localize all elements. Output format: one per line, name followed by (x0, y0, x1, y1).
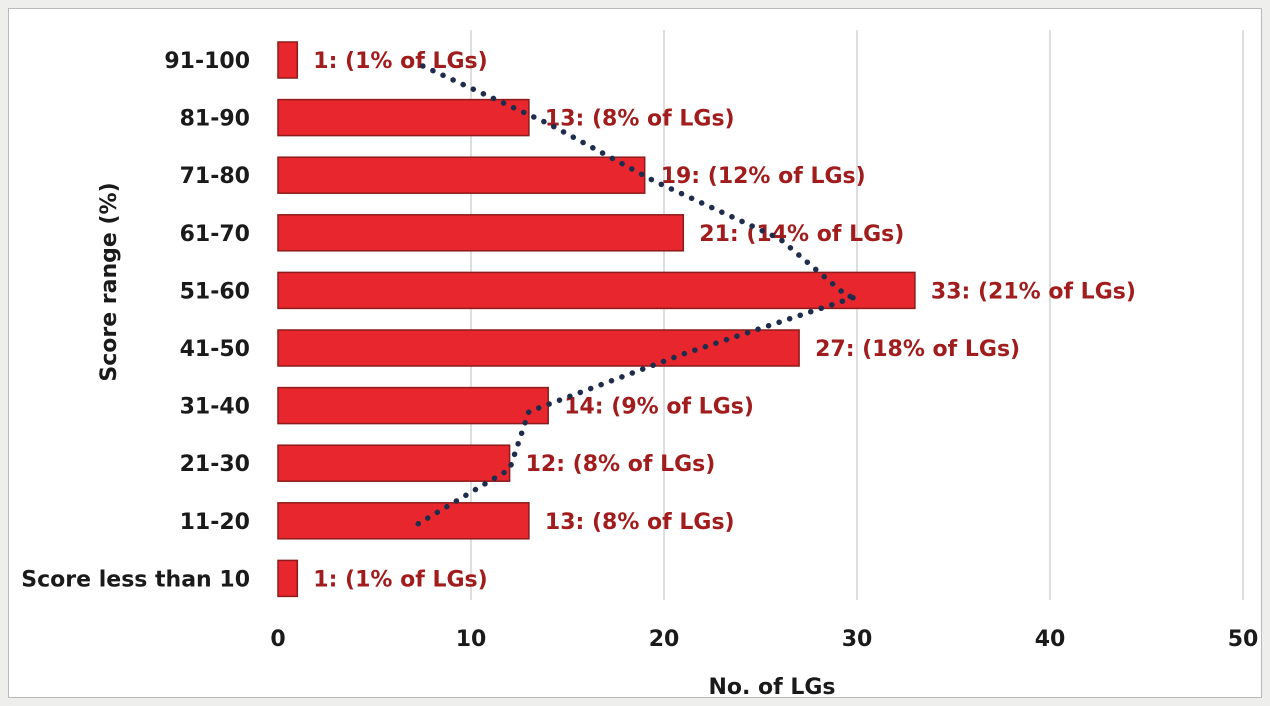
x-tick-label-20: 20 (649, 627, 680, 652)
bar-Score less than 10 (277, 559, 299, 598)
data-label-51-60: 33: (21% of LGs) (931, 279, 1136, 304)
x-tick-label-10: 10 (456, 627, 487, 652)
y-axis-title: Score range (%) (97, 182, 122, 381)
data-label-31-40: 14: (9% of LGs) (564, 395, 754, 420)
bars (277, 41, 916, 598)
bar-31-40 (277, 386, 549, 425)
category-label-Score less than 10: Score less than 10 (21, 567, 250, 592)
bar-61-70 (277, 214, 685, 252)
bar-71-80 (277, 156, 646, 194)
bar-11-20 (277, 502, 530, 540)
bar-91-100 (277, 41, 299, 79)
x-tick-label-0: 0 (270, 627, 285, 652)
data-label-91-100: 1: (1% of LGs) (313, 49, 487, 74)
bar-81-90 (277, 98, 530, 137)
data-labels: 1: (1% of LGs) 13: (8% of LGs) 19: (12% of… (313, 49, 1136, 592)
x-axis-tick-labels: 0 10 20 30 40 50 (270, 627, 1258, 652)
data-label-Score less than 10: 1: (1% of LGs) (313, 567, 487, 592)
category-label-41-50: 41-50 (180, 337, 250, 362)
data-label-71-80: 19: (12% of LGs) (661, 164, 866, 189)
category-label-31-40: 31-40 (180, 395, 250, 420)
data-label-81-90: 13: (8% of LGs) (545, 107, 735, 132)
data-label-61-70: 21: (14% of LGs) (699, 222, 904, 247)
bar-51-60 (277, 271, 916, 310)
bar-41-50 (277, 329, 800, 367)
category-label-51-60: 51-60 (180, 279, 250, 304)
trendline-dotted (410, 63, 858, 530)
y-axis-category-labels: 91-100 81-90 71-80 61-70 51-60 41-50 31-40 21-3… (21, 49, 250, 592)
trendline (410, 63, 858, 530)
category-label-61-70: 61-70 (180, 222, 250, 247)
category-label-81-90: 81-90 (180, 107, 250, 132)
category-label-91-100: 91-100 (164, 49, 250, 74)
category-label-21-30: 21-30 (180, 452, 250, 477)
x-axis-title: No. of LGs (708, 675, 835, 700)
data-label-11-20: 13: (8% of LGs) (545, 510, 735, 535)
x-tick-label-30: 30 (842, 627, 873, 652)
category-label-11-20: 11-20 (180, 510, 250, 535)
x-tick-label-50: 50 (1228, 627, 1259, 652)
category-label-71-80: 71-80 (180, 164, 250, 189)
x-tick-label-40: 40 (1035, 627, 1066, 652)
data-label-41-50: 27: (18% of LGs) (815, 337, 1020, 362)
bar-21-30 (277, 444, 511, 482)
data-label-21-30: 12: (8% of LGs) (526, 452, 716, 477)
